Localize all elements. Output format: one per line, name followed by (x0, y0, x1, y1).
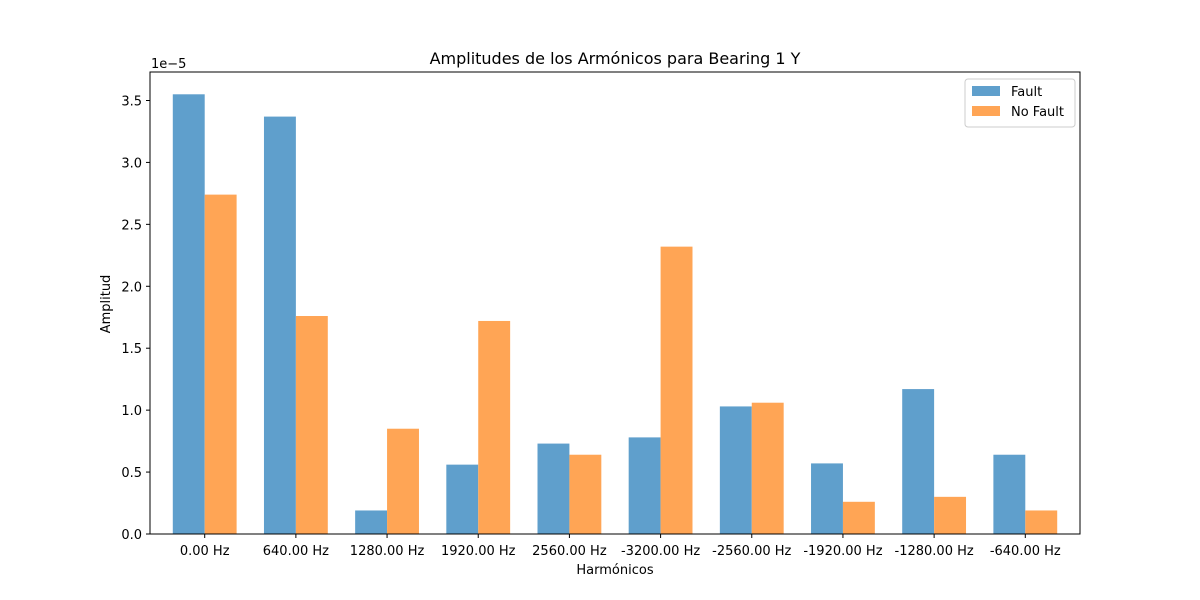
bar-no-fault-1 (295, 316, 328, 534)
bar-no-fault-9 (1025, 510, 1058, 534)
legend-label-no-fault: No Fault (1011, 105, 1064, 120)
y-tick-label: 0.0 (121, 528, 142, 543)
bar-fault-9 (993, 454, 1026, 534)
y-axis-offset-label: 1e−5 (151, 57, 186, 72)
bar-fault-4 (537, 443, 570, 534)
bar-fault-0 (172, 94, 205, 534)
bar-fault-2 (355, 510, 388, 534)
y-tick-label: 3.5 (121, 94, 142, 109)
x-tick-label: -640.00 Hz (990, 544, 1061, 559)
plot-area-frame (149, 71, 1081, 535)
bar-fault-3 (446, 464, 479, 534)
bar-no-fault-4 (569, 454, 602, 534)
bar-no-fault-5 (660, 246, 693, 534)
bar-no-fault-3 (478, 320, 511, 534)
x-tick-label: -3200.00 Hz (621, 544, 700, 559)
bar-fault-7 (811, 463, 843, 534)
x-tick-label: 1280.00 Hz (350, 544, 425, 559)
bar-fault-6 (719, 406, 752, 534)
x-tick-label: 1920.00 Hz (441, 544, 516, 559)
x-ticks-group: 0.00 Hz 640.00 Hz 1280.00 Hz 1920.00 Hz 2560… (180, 534, 1061, 559)
y-tick-label: 1.0 (121, 404, 142, 419)
bar-no-fault-7 (842, 501, 875, 534)
bar-no-fault-8 (934, 496, 967, 534)
bar-no-fault-6 (751, 402, 784, 534)
x-tick-label: -1920.00 Hz (803, 544, 882, 559)
x-tick-label: -2560.00 Hz (712, 544, 791, 559)
x-tick-label: -1280.00 Hz (895, 544, 974, 559)
y-tick-label: 2.0 (121, 280, 142, 295)
legend-swatch-fault (972, 86, 1000, 96)
chart-title: Amplitudes de los Armónicos para Bearing… (430, 49, 801, 68)
x-tick-label: 0.00 Hz (180, 544, 230, 559)
y-ticks-group: 0.0 0.5 1.0 1.5 2.0 2.5 3.0 3.5 (121, 94, 150, 543)
y-axis-label: Amplitud (99, 275, 114, 334)
y-tick-label: 1.5 (121, 342, 142, 357)
bar-no-fault-0 (204, 194, 237, 534)
legend: Fault No Fault (964, 78, 1076, 128)
x-tick-label: 2560.00 Hz (532, 544, 607, 559)
x-tick-label: 640.00 Hz (263, 544, 329, 559)
bar-fault-5 (628, 437, 661, 534)
x-axis-label: Harmónicos (576, 563, 653, 578)
bar-fault-1 (263, 116, 296, 534)
y-tick-label: 0.5 (121, 466, 142, 481)
bars-group (172, 94, 1058, 534)
legend-swatch-no-fault (972, 106, 1000, 116)
legend-label-fault: Fault (1011, 85, 1042, 100)
y-tick-label: 2.5 (121, 218, 142, 233)
bar-no-fault-2 (387, 428, 419, 534)
bar-fault-8 (902, 389, 935, 534)
y-tick-label: 3.0 (121, 156, 142, 171)
